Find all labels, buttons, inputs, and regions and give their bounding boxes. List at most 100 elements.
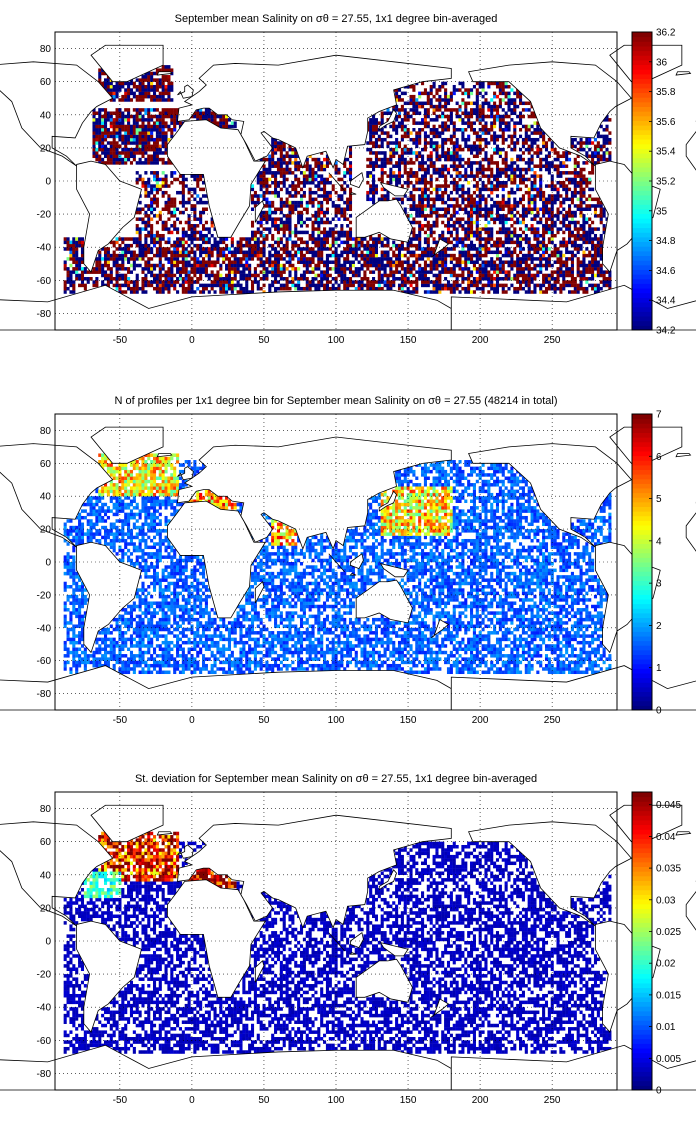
data-bin xyxy=(127,267,131,271)
data-bin xyxy=(164,190,168,195)
data-bin xyxy=(435,217,439,221)
data-bin xyxy=(103,250,108,255)
data-bin xyxy=(132,283,136,288)
data-bin xyxy=(294,147,298,152)
data-bin xyxy=(403,108,407,112)
data-bin xyxy=(308,200,312,205)
data-bin xyxy=(124,108,128,112)
data-bin xyxy=(311,247,315,251)
data-bin xyxy=(397,161,402,165)
data-bin xyxy=(101,68,105,72)
data-bin xyxy=(429,154,433,159)
data-bin xyxy=(458,128,462,132)
data-bin xyxy=(363,260,367,264)
data-bin xyxy=(380,286,384,291)
data-bin xyxy=(124,118,128,122)
data-bin xyxy=(274,277,278,281)
data-bin xyxy=(363,283,367,288)
data-bin xyxy=(533,243,537,248)
data-bin xyxy=(124,134,128,139)
data-bin xyxy=(455,101,459,106)
data-bin xyxy=(101,147,105,152)
data-bin xyxy=(69,253,73,258)
data-bin xyxy=(504,237,508,241)
data-bin xyxy=(395,270,399,274)
data-bin xyxy=(455,197,459,202)
data-bin xyxy=(109,277,113,281)
data-bin xyxy=(421,257,425,261)
data-bin xyxy=(470,114,474,119)
data-bin xyxy=(426,220,430,225)
data-bin xyxy=(421,161,425,165)
data-bin xyxy=(302,286,306,291)
data-bin xyxy=(118,111,122,115)
data-bin xyxy=(475,118,479,122)
data-bin xyxy=(216,121,220,125)
data-bin xyxy=(389,270,393,274)
data-bin xyxy=(432,257,436,261)
data-bin xyxy=(187,233,191,238)
data-bin xyxy=(158,280,162,284)
data-bin xyxy=(392,263,396,268)
data-bin xyxy=(213,111,217,115)
data-bin xyxy=(155,108,159,112)
data-bin xyxy=(129,137,134,142)
data-bin xyxy=(510,174,514,178)
data-bin xyxy=(412,108,416,112)
data-bin xyxy=(403,283,407,288)
data-bin xyxy=(461,286,465,291)
data-bin xyxy=(141,141,145,145)
data-bin xyxy=(542,290,546,294)
data-bin xyxy=(530,114,534,119)
data-bin xyxy=(530,253,534,258)
data-bin xyxy=(291,253,295,258)
data-bin xyxy=(426,187,430,192)
data-bin xyxy=(230,277,234,281)
data-bin xyxy=(150,128,154,132)
data-bin xyxy=(78,240,82,245)
data-bin xyxy=(150,71,154,76)
data-bin xyxy=(279,204,283,208)
data-bin xyxy=(155,237,159,241)
data-bin xyxy=(230,290,234,294)
data-bin xyxy=(377,134,381,139)
data-bin xyxy=(513,171,517,175)
data-bin xyxy=(346,277,350,281)
data-bin xyxy=(279,154,283,159)
data-bin xyxy=(285,167,289,172)
data-bin xyxy=(507,233,511,238)
data-bin xyxy=(403,114,407,119)
data-bin xyxy=(92,154,96,159)
data-bin xyxy=(484,101,488,106)
data-bin xyxy=(291,230,295,235)
data-bin xyxy=(513,214,517,218)
data-bin xyxy=(230,240,234,245)
data-bin xyxy=(369,134,373,139)
data-bin xyxy=(297,214,301,218)
data-bin xyxy=(337,257,341,261)
data-bin xyxy=(354,270,358,274)
data-bin xyxy=(524,290,528,294)
data-bin xyxy=(118,108,122,112)
data-bin xyxy=(374,118,378,122)
data-bin xyxy=(487,270,491,274)
data-bin xyxy=(170,128,174,132)
data-bin xyxy=(449,217,453,221)
data-bin xyxy=(510,230,514,235)
data-bin xyxy=(213,243,217,248)
data-bin xyxy=(222,240,226,245)
data-bin xyxy=(158,233,162,238)
data-bin xyxy=(403,270,407,274)
data-bin xyxy=(524,283,528,288)
data-bin xyxy=(389,267,393,271)
data-bin xyxy=(80,277,85,281)
data-bin xyxy=(438,184,442,188)
data-bin xyxy=(527,200,531,205)
data-bin xyxy=(403,164,407,168)
data-bin xyxy=(271,137,275,142)
data-bin xyxy=(239,270,243,274)
data-bin xyxy=(444,88,448,92)
data-bin xyxy=(204,283,208,288)
data-bin xyxy=(262,260,266,264)
data-bin xyxy=(259,270,263,274)
